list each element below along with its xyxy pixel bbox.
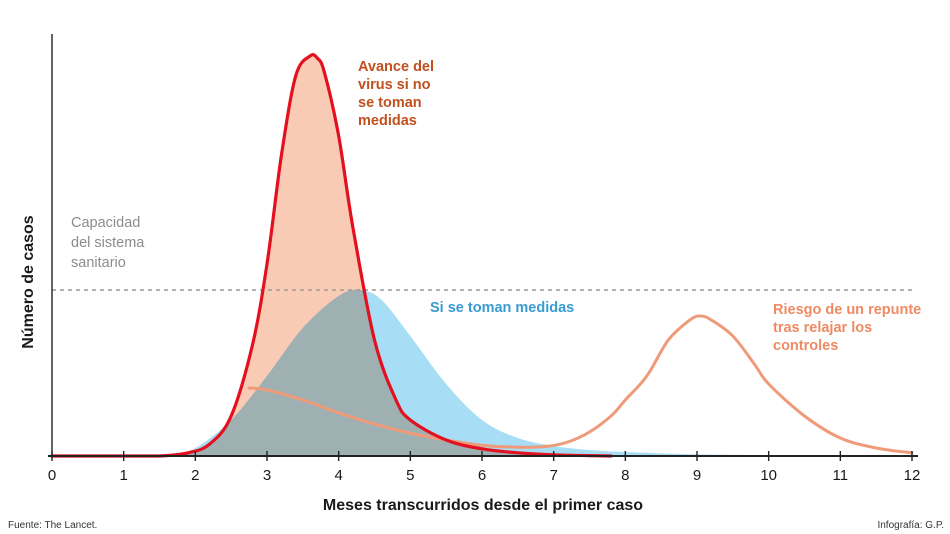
x-tick-label: 8 xyxy=(621,467,629,484)
annotation-no-measures: Avance del virus si no se toman medidas xyxy=(358,59,435,129)
x-tick-label: 10 xyxy=(760,467,777,484)
area-no-measures xyxy=(52,54,611,457)
x-tick-label: 3 xyxy=(263,467,271,484)
x-tick-label: 12 xyxy=(904,467,921,484)
x-tick-label: 1 xyxy=(119,467,127,484)
y-axis-label: Número de casos xyxy=(20,215,37,348)
annotation-rebound: Riesgo de un repunte tras relajar los co… xyxy=(773,302,922,354)
x-tick-label: 4 xyxy=(334,467,342,484)
x-tick-label: 11 xyxy=(833,467,849,484)
x-ticks: 0 1 2 3 4 5 6 7 8 9 10 11 12 xyxy=(48,451,921,484)
chart-areas xyxy=(52,54,805,457)
line-rebound xyxy=(247,314,914,455)
x-axis-label: Meses transcurridos desde el primer caso xyxy=(323,497,643,514)
x-tick-label: 0 xyxy=(48,467,56,484)
x-tick-label: 7 xyxy=(549,467,557,484)
annotation-with-measures: Si se toman medidas xyxy=(430,300,575,316)
credit-note: Infografía: G.P. xyxy=(877,520,944,531)
x-tick-label: 2 xyxy=(191,467,199,484)
x-tick-label: 9 xyxy=(693,467,701,484)
x-tick-label: 6 xyxy=(478,467,486,484)
source-note: Fuente: The Lancet. xyxy=(8,520,98,531)
line-no-measures xyxy=(50,53,613,458)
capacity-label: Capacidad del sistema sanitario xyxy=(71,215,145,271)
chart-lines xyxy=(50,53,914,458)
x-tick-label: 5 xyxy=(406,467,414,484)
